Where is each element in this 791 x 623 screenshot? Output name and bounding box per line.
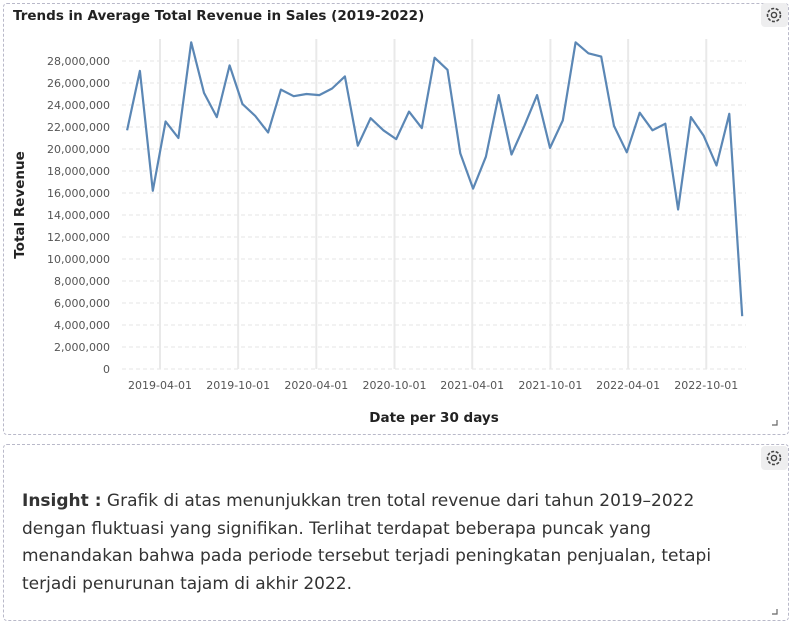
insight: Insight : Grafik di atas menunjukkan tre…: [22, 488, 762, 598]
settings-button[interactable]: [761, 3, 788, 27]
text-panel: [3, 444, 789, 621]
insight-label: Insight :: [22, 491, 102, 511]
chart-panel: [3, 3, 789, 435]
y-tick-label: 28,000,000: [47, 55, 110, 68]
x-tick-label: 2019-10-01: [206, 379, 270, 392]
x-tick-label: 2020-04-01: [284, 379, 348, 392]
resize-handle[interactable]: [772, 609, 778, 615]
x-tick-label: 2020-10-01: [363, 379, 427, 392]
x-axis-label: Date per 30 days: [369, 410, 498, 426]
x-tick-label: 2022-04-01: [596, 379, 660, 392]
x-tick-label: 2021-04-01: [440, 379, 504, 392]
x-tick-label: 2021-10-01: [518, 379, 582, 392]
y-tick-label: 10,000,000: [47, 253, 110, 266]
y-tick-label: 4,000,000: [54, 319, 110, 332]
settings-button[interactable]: [761, 446, 788, 470]
line: [126, 41, 744, 317]
y-tick-label: 20,000,000: [47, 143, 110, 156]
y-tick-label: 12,000,000: [47, 231, 110, 244]
y-tick-label: 16,000,000: [47, 187, 110, 200]
chart-title: Trends in Average Total Revenue in Sales…: [13, 8, 424, 24]
y-tick-label: 24,000,000: [47, 99, 110, 112]
y-tick-label: 18,000,000: [47, 165, 110, 178]
y-tick-label: 2,000,000: [54, 341, 110, 354]
insight-text: Grafik di atas menunjukkan tren total re…: [22, 491, 712, 594]
y-tick-label: 8,000,000: [54, 275, 110, 288]
y-tick-label: 6,000,000: [54, 297, 110, 310]
y-tick-label: 0: [103, 363, 110, 376]
y-axis-label: Total Revenue: [12, 151, 28, 258]
y-tick-label: 14,000,000: [47, 209, 110, 222]
resize-handle[interactable]: [772, 420, 778, 426]
x-tick-label: 2019-04-01: [128, 379, 192, 392]
y-tick-label: 22,000,000: [47, 121, 110, 134]
y-tick-label: 26,000,000: [47, 77, 110, 90]
x-tick-label: 2022-10-01: [674, 379, 738, 392]
